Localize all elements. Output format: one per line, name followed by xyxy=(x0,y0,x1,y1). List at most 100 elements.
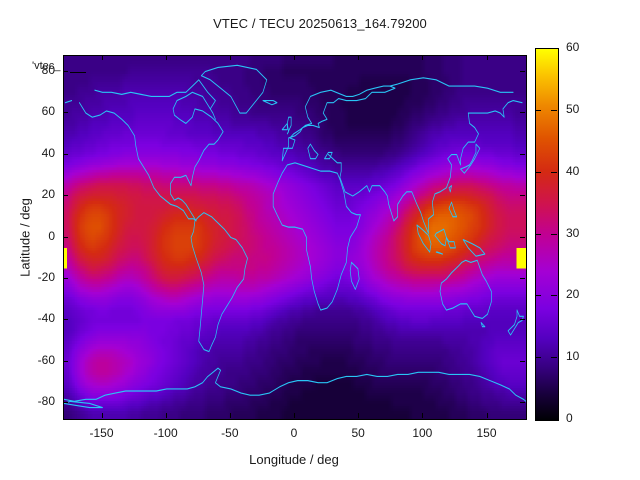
coastline-path xyxy=(262,100,278,106)
coastline-path xyxy=(94,79,216,110)
coastline-path xyxy=(272,162,361,311)
coastline-path xyxy=(448,185,452,193)
coastline-path xyxy=(328,100,523,234)
x-tick-mark xyxy=(486,413,488,418)
colorbar-tick-label: 20 xyxy=(566,287,580,302)
x-tick-label: -150 xyxy=(89,426,114,440)
coastline-path xyxy=(281,85,396,162)
x-tick-mark-top xyxy=(358,55,360,60)
y-tick-mark-right xyxy=(520,360,525,362)
y-tick-mark-right xyxy=(520,153,525,155)
x-tick-label: 0 xyxy=(290,426,298,440)
y-tick-label: 80 xyxy=(41,62,55,77)
map-plot-area xyxy=(63,55,527,420)
colorbar-tick-mark xyxy=(535,171,541,173)
y-tick-mark-right xyxy=(520,277,525,279)
x-axis-title: Longitude / deg xyxy=(249,452,339,467)
x-tick-mark xyxy=(294,413,295,418)
y-tick-mark xyxy=(63,195,68,196)
y-tick-mark xyxy=(63,70,68,72)
y-tick-mark xyxy=(63,277,68,279)
y-tick-mark xyxy=(63,153,68,155)
coastline-path xyxy=(460,143,481,174)
coastline-path xyxy=(435,251,443,255)
coastline-path xyxy=(64,400,103,409)
y-tick-mark xyxy=(63,402,68,404)
vtec-heatmap xyxy=(64,56,526,419)
y-tick-label: 60 xyxy=(41,104,55,119)
colorbar-tick-label: 10 xyxy=(566,349,580,364)
x-tick-mark-top xyxy=(101,55,103,60)
coastline-path xyxy=(434,228,447,247)
y-tick-label: -40 xyxy=(37,311,55,326)
y-tick-mark-right xyxy=(520,112,525,114)
coastline-path xyxy=(281,122,288,131)
x-tick-mark-top xyxy=(229,55,231,60)
y-tick-mark-right xyxy=(520,70,525,72)
x-tick-mark-top xyxy=(486,55,488,60)
coastline-path xyxy=(507,309,524,336)
coastline-path xyxy=(324,151,333,160)
y-tick-mark-right xyxy=(520,402,525,404)
colorbar-tick-label: 60 xyxy=(566,40,580,54)
y-tick-mark-right xyxy=(520,319,525,321)
colorbar xyxy=(535,48,559,421)
coastline-path xyxy=(200,64,268,114)
plot-key-line xyxy=(70,72,86,73)
colorbar-tick-label: 40 xyxy=(566,163,580,178)
plot-key-label: 'vtec_ xyxy=(32,60,61,72)
x-tick-mark-top xyxy=(422,55,424,60)
y-tick-mark-right xyxy=(520,195,525,196)
colorbar-tick-mark-right xyxy=(551,109,557,111)
coastline-path xyxy=(64,367,526,402)
y-tick-label: 40 xyxy=(41,145,55,160)
y-tick-label: -20 xyxy=(37,269,55,284)
x-tick-label: 150 xyxy=(476,426,497,440)
colorbar-tick-mark xyxy=(535,233,541,235)
coastline-path xyxy=(349,261,360,290)
x-tick-mark xyxy=(165,413,167,418)
y-tick-mark xyxy=(63,112,68,114)
colorbar-tick-label: 30 xyxy=(566,225,580,240)
x-tick-mark xyxy=(358,413,360,418)
x-tick-label: 50 xyxy=(351,426,365,440)
page-title: VTEC / TECU 20250613_164.79200 xyxy=(213,16,427,31)
colorbar-tick-mark-right xyxy=(551,233,557,235)
colorbar-tick-mark xyxy=(535,357,541,359)
x-tick-label: -100 xyxy=(153,426,178,440)
coastline-path xyxy=(389,77,514,93)
coastline-path xyxy=(439,259,492,319)
coastline-path xyxy=(416,224,432,253)
y-tick-mark-right xyxy=(520,236,525,238)
y-axis-title: Latitude / deg xyxy=(17,198,33,277)
x-tick-label: 100 xyxy=(412,426,433,440)
x-tick-label: -50 xyxy=(221,426,239,440)
coastline-path xyxy=(170,91,224,222)
coastline-path xyxy=(64,100,73,104)
colorbar-tick-mark xyxy=(535,295,541,297)
colorbar-tick-mark-right xyxy=(551,171,557,173)
coastline-path xyxy=(480,321,486,328)
x-tick-mark-top xyxy=(294,55,295,60)
x-tick-mark xyxy=(101,413,103,418)
colorbar-tick-mark xyxy=(535,109,541,111)
y-tick-label: -60 xyxy=(37,352,55,367)
colorbar-tick-label: 0 xyxy=(566,411,573,425)
y-tick-mark xyxy=(63,319,68,321)
y-tick-label: 20 xyxy=(41,187,55,201)
y-tick-label: 0 xyxy=(48,228,55,243)
colorbar-tick-mark-right xyxy=(551,357,557,359)
coastline-overlay xyxy=(64,56,526,419)
coastline-path xyxy=(307,143,319,160)
coastline-path xyxy=(462,239,486,257)
colorbar-tick-mark-right xyxy=(551,295,557,297)
y-tick-mark xyxy=(63,236,68,238)
colorbar-tick-label: 50 xyxy=(566,101,580,116)
coastline-path xyxy=(79,102,197,222)
coastline-path xyxy=(190,212,248,353)
x-tick-mark xyxy=(229,413,231,418)
x-tick-mark xyxy=(422,413,424,418)
x-tick-mark-top xyxy=(165,55,167,60)
coastline-path xyxy=(448,201,458,218)
